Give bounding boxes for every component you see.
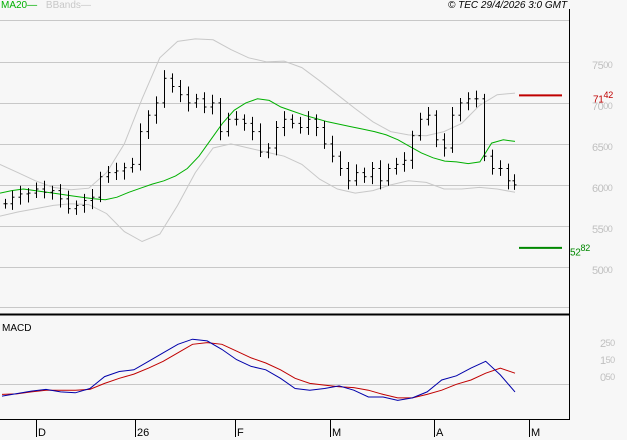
macd-panel-title: MACD [2,323,32,334]
x-axis-label: 26 [137,427,150,439]
resistance-label: 7142 [593,90,613,106]
macd-line [1,338,516,401]
macd-axis-label: 150 [600,355,615,367]
ohlc-bars [3,70,517,215]
price-axis-label: 7000 [592,101,613,113]
bband-upper-line [0,38,516,191]
x-axis-label: A [436,427,444,439]
legend-ma20: MA20— [1,0,38,11]
macd-axis-label: 250 [600,338,615,350]
macd-signal-line [1,342,516,399]
price-axis-label: 6500 [592,142,613,154]
chart-legend: MA20— BBands— [1,0,91,12]
price-axis-label: 6000 [592,183,613,195]
price-axis-label: 5500 [592,224,613,236]
copyright-timestamp: © TEC 29/4/2026 3:0 GMT [448,0,568,11]
x-axis-label: M [332,427,342,439]
x-axis-label: M [531,427,541,439]
ma20-line [0,98,516,201]
x-axis-ticks [36,420,530,437]
price-gridlines [0,20,569,308]
bband-lower-line [0,143,516,243]
price-axis-label: 5000 [592,265,613,277]
support-label: 5282 [570,242,590,259]
x-axis-label: D [38,427,46,439]
x-axis-label: F [237,427,244,439]
price-axis-label: 7500 [592,60,613,72]
legend-bbands: BBands— [45,0,91,11]
macd-axis-label: 050 [600,372,615,384]
